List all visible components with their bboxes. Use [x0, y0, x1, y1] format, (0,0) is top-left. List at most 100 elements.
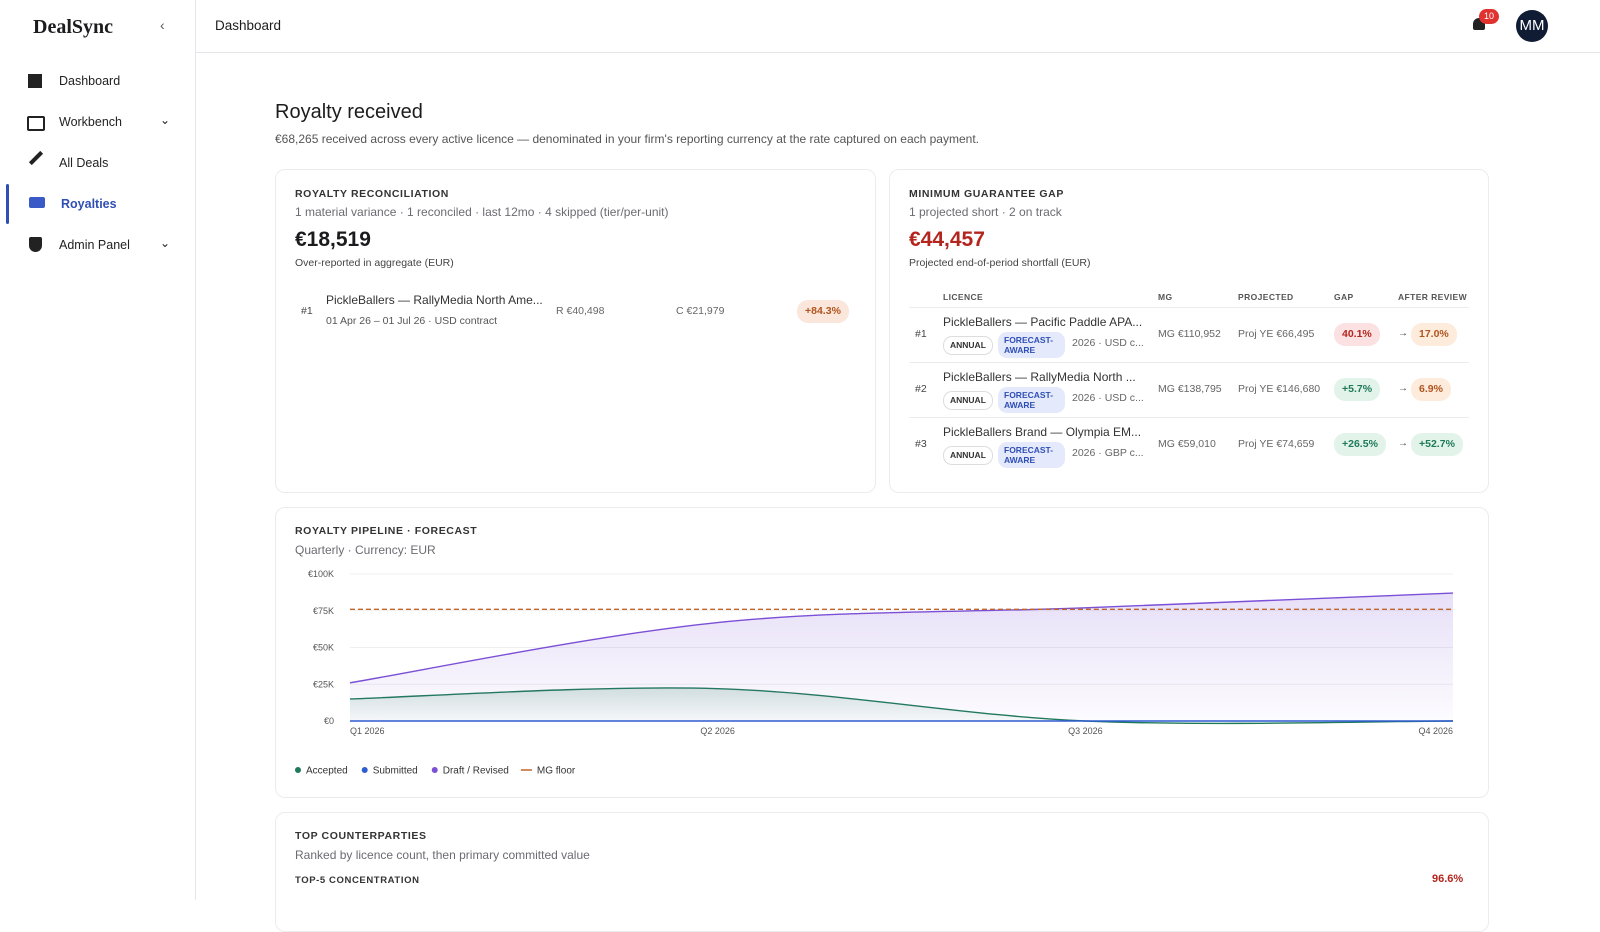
- reconciliation-card: [275, 169, 876, 493]
- legend-swatch: [295, 767, 301, 773]
- notification-badge: 10: [1479, 9, 1500, 24]
- badge: ANNUAL: [943, 391, 993, 410]
- gap-pill: +5.7%: [1334, 378, 1381, 401]
- arrow: →: [1398, 383, 1408, 394]
- row-meta: 2026 · USD c...: [1072, 337, 1144, 349]
- column-header: GAP: [1334, 292, 1354, 302]
- avatar[interactable]: MM: [1516, 10, 1548, 42]
- page-title: Royalty received: [275, 101, 423, 123]
- legend-label: Accepted: [306, 766, 348, 777]
- nav-item[interactable]: All Deals: [59, 156, 109, 170]
- nav-item[interactable]: Workbench: [59, 115, 122, 129]
- column-header: AFTER REVIEW: [1398, 292, 1468, 302]
- nav-item[interactable]: Dashboard: [59, 74, 121, 88]
- chart: €0 €25K €50K €75K €100K Q1 2026 Q2 2026 Q3 2026…: [295, 569, 1454, 777]
- badge: ANNUAL: [943, 446, 993, 465]
- projected-value: Proj YE €146,680: [1238, 383, 1321, 395]
- x-tick-label: Q1 2026: [350, 726, 385, 736]
- card-summary: 1 material variance · 1 reconciled · las…: [295, 205, 669, 219]
- card-heading: TOP COUNTERPARTIES: [295, 830, 427, 842]
- y-tick-label: €25K: [313, 679, 334, 689]
- concentration-label: TOP-5 CONCENTRATION: [295, 875, 420, 886]
- after-review-pill: 17.0%: [1411, 323, 1457, 346]
- row-divider: [909, 417, 1469, 418]
- badge: ANNUAL: [943, 336, 993, 355]
- brand: DealSync: [33, 16, 113, 38]
- nav-icon: [29, 197, 45, 208]
- column-header: PROJECTED: [1238, 292, 1294, 302]
- nav-item[interactable]: Admin Panel: [59, 238, 130, 252]
- y-tick-label: €50K: [313, 643, 334, 653]
- sidebar: [0, 0, 196, 900]
- mg-value: MG €59,010: [1158, 438, 1216, 450]
- card-summary: 1 projected short · 2 on track: [909, 205, 1062, 219]
- nav-item[interactable]: Royalties: [61, 197, 117, 211]
- nav-icon: [29, 237, 42, 252]
- legend-label: MG floor: [537, 766, 576, 777]
- row-rank: #2: [915, 383, 927, 395]
- mg-value: MG €138,795: [1158, 383, 1222, 395]
- arrow: →: [1398, 438, 1408, 449]
- card-summary: Ranked by licence count, then primary co…: [295, 848, 590, 862]
- badge: FORECAST-AWARE: [998, 442, 1065, 469]
- nav-icon: [27, 116, 45, 131]
- row-title[interactable]: PickleBallers — RallyMedia North Ame...: [326, 293, 543, 307]
- column-header: MG: [1158, 292, 1173, 302]
- top-bar: [196, 0, 1600, 53]
- legend-label: Submitted: [373, 766, 418, 777]
- header-title: Dashboard: [215, 18, 282, 33]
- row-title[interactable]: PickleBallers Brand — Olympia EM...: [943, 425, 1142, 439]
- badge: FORECAST-AWARE: [998, 387, 1065, 414]
- concentration-value: 96.6%: [1432, 873, 1464, 885]
- projected-value: Proj YE €74,659: [1238, 438, 1315, 450]
- active-indicator: [6, 184, 9, 224]
- mg-value: MG €110,952: [1158, 328, 1221, 340]
- row-divider: [909, 307, 1469, 308]
- x-tick-label: Q3 2026: [1068, 726, 1103, 736]
- row-title[interactable]: PickleBallers — RallyMedia North ...: [943, 370, 1136, 384]
- legend-swatch: [431, 767, 438, 773]
- row-divider: [909, 362, 1469, 363]
- card-heading: ROYALTY RECONCILIATION: [295, 188, 449, 200]
- legend-label: Draft / Revised: [443, 766, 509, 777]
- row-rank: #3: [915, 438, 927, 450]
- row-meta: 2026 · GBP c...: [1072, 447, 1144, 459]
- x-tick-label: Q2 2026: [700, 726, 735, 736]
- gap-pill: 40.1%: [1334, 323, 1380, 346]
- row-meta: 01 Apr 26 – 01 Jul 26 · USD contract: [326, 315, 498, 327]
- collapse-button[interactable]: ‹: [160, 17, 165, 33]
- card-amount: €44,457: [909, 228, 985, 251]
- reported: R €40,498: [556, 305, 605, 317]
- chevron[interactable]: ⌄: [160, 236, 171, 250]
- y-tick-label: €75K: [313, 606, 334, 616]
- card-heading: MINIMUM GUARANTEE GAP: [909, 188, 1064, 200]
- contracted: C €21,979: [676, 305, 725, 317]
- card-note: Over-reported in aggregate (EUR): [295, 257, 454, 269]
- chevron[interactable]: ⌄: [160, 113, 171, 127]
- mg-gap-card: [889, 169, 1489, 493]
- series-line: [349, 592, 1454, 684]
- x-tick-label: Q4 2026: [1418, 726, 1453, 736]
- column-header: LICENCE: [943, 292, 984, 302]
- counterparties-card: [275, 812, 1489, 932]
- y-tick-label: €100K: [308, 569, 334, 579]
- nav-icon: [28, 74, 42, 88]
- row-meta: 2026 · USD c...: [1072, 392, 1144, 404]
- card-note: Projected end-of-period shortfall (EUR): [909, 257, 1091, 269]
- gap-pill: +26.5%: [1334, 433, 1386, 456]
- chart-subtitle: Quarterly · Currency: EUR: [295, 543, 436, 557]
- row-title[interactable]: PickleBallers — Pacific Paddle APA...: [943, 315, 1143, 329]
- after-review-pill: +52.7%: [1411, 433, 1463, 456]
- projected-value: Proj YE €66,495: [1238, 328, 1315, 340]
- badge: FORECAST-AWARE: [998, 332, 1065, 359]
- arrow: →: [1398, 328, 1408, 339]
- after-review-pill: 6.9%: [1411, 378, 1451, 401]
- chart-title: ROYALTY PIPELINE · FORECAST: [295, 525, 478, 537]
- y-tick-label: €0: [324, 716, 334, 726]
- variance-pill: +84.3%: [797, 300, 849, 323]
- row-rank: #1: [301, 305, 313, 317]
- area-fill: [350, 593, 1453, 721]
- card-amount: €18,519: [295, 228, 371, 251]
- legend-swatch: [361, 767, 368, 773]
